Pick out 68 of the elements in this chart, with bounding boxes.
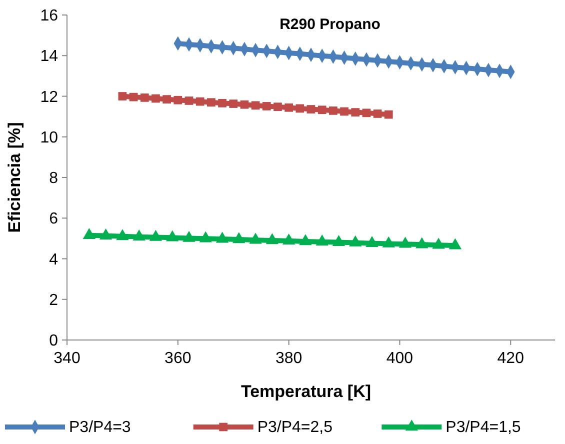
point: [196, 97, 204, 106]
point: [306, 105, 316, 114]
x-tick-label: 380: [275, 350, 302, 367]
point: [274, 102, 282, 111]
point: [373, 110, 382, 118]
y-tick-label: 10: [40, 129, 58, 146]
point: [398, 236, 412, 248]
point: [152, 94, 160, 103]
point: [340, 107, 348, 116]
point: [432, 238, 445, 249]
point: [82, 228, 96, 240]
point: [349, 235, 362, 246]
point: [166, 230, 179, 242]
y-tick-label: 16: [40, 8, 58, 25]
point: [299, 234, 312, 246]
point: [218, 98, 226, 108]
y-axis-title: Eficiencia [%]: [5, 122, 24, 233]
point: [284, 103, 293, 112]
point: [140, 93, 149, 102]
point: [351, 108, 360, 116]
point: [118, 92, 127, 100]
point: [282, 234, 296, 245]
point: [199, 231, 212, 242]
point: [448, 238, 462, 250]
point: [266, 233, 279, 244]
y-tick-label: 0: [49, 332, 58, 350]
point: [332, 234, 346, 246]
point: [184, 96, 194, 105]
point: [149, 230, 162, 241]
point: [132, 229, 146, 240]
point: [207, 98, 216, 107]
point: [329, 106, 338, 115]
x-tick-label: 340: [54, 350, 80, 367]
point: [262, 102, 271, 110]
point: [174, 96, 182, 104]
point: [129, 92, 138, 102]
legend-label: P3/P4=2,5: [257, 419, 333, 436]
point: [384, 110, 393, 119]
y-tick-label: 6: [49, 210, 58, 228]
point: [182, 230, 196, 242]
point: [296, 104, 304, 113]
x-tick-label: 400: [386, 350, 414, 367]
point: [162, 95, 171, 104]
point: [116, 229, 129, 240]
point: [362, 108, 371, 118]
point: [316, 234, 328, 246]
point: [240, 100, 249, 109]
y-tick-label: 4: [49, 251, 58, 268]
y-tick-label: 2: [49, 292, 58, 309]
legend-label: P3/P4=1,5: [446, 419, 521, 436]
point: [318, 106, 326, 114]
y-tick-label: 8: [49, 170, 58, 188]
y-tick-label: 14: [40, 48, 58, 66]
chart-title: R290 Propano: [280, 16, 380, 33]
point: [232, 232, 246, 244]
x-tick-label: 360: [164, 350, 192, 367]
point: [249, 232, 262, 244]
point: [229, 100, 238, 108]
point: [366, 236, 378, 247]
point: [251, 101, 260, 110]
point: [216, 232, 229, 243]
x-axis-title: Temperatura [K]: [240, 382, 372, 401]
x-tick-label: 420: [497, 350, 524, 367]
point: [99, 228, 112, 240]
y-tick-label: 12: [40, 88, 58, 106]
legend-label: P3/P4=3: [69, 419, 131, 436]
point: [416, 237, 428, 248]
point: [382, 236, 395, 248]
